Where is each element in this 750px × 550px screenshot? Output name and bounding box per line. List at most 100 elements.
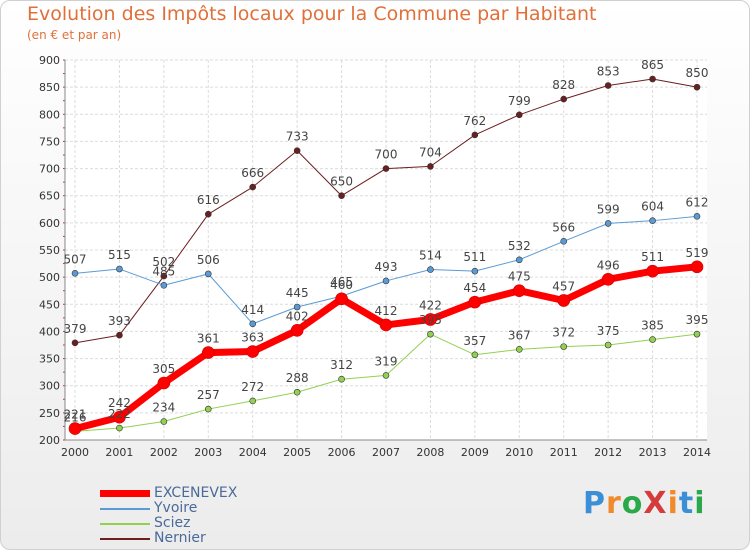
x-tick-label: 2011	[550, 446, 578, 459]
data-label-excenevex: 412	[375, 304, 398, 318]
data-label-excenevex: 454	[463, 281, 486, 295]
y-tick-label: 700	[39, 163, 60, 176]
data-point-nernier	[160, 272, 168, 280]
data-label-sciez: 319	[375, 354, 398, 368]
data-label-excenevex: 363	[241, 331, 264, 345]
data-point-excenevex	[201, 346, 215, 359]
data-point-yvoire	[116, 265, 123, 273]
x-tick-label: 2001	[105, 446, 133, 459]
data-label-sciez: 288	[286, 371, 309, 385]
x-tick-label: 2013	[639, 446, 667, 459]
data-label-yvoire: 599	[597, 202, 620, 216]
y-tick-label: 550	[39, 244, 60, 257]
data-point-yvoire	[160, 281, 168, 289]
x-tick-label: 2007	[372, 446, 400, 459]
data-label-yvoire: 566	[552, 220, 575, 234]
data-point-yvoire	[693, 213, 701, 220]
data-point-yvoire	[204, 270, 212, 278]
data-point-nernier	[560, 95, 568, 103]
data-label-excenevex: 422	[419, 298, 442, 312]
data-point-yvoire	[382, 277, 390, 285]
data-label-yvoire: 507	[64, 252, 87, 266]
data-point-yvoire	[427, 266, 434, 273]
data-label-yvoire: 511	[463, 250, 486, 264]
data-point-nernier	[249, 183, 257, 191]
data-label-excenevex: 475	[508, 270, 531, 284]
data-point-nernier	[71, 339, 79, 347]
y-tick-label: 300	[39, 380, 60, 393]
y-tick-label: 850	[39, 81, 60, 94]
data-label-nernier: 733	[286, 130, 309, 144]
data-label-excenevex: 496	[597, 258, 620, 272]
data-point-nernier	[204, 210, 212, 218]
data-label-excenevex: 460	[330, 278, 353, 292]
data-point-excenevex	[113, 410, 126, 424]
data-point-sciez	[293, 388, 301, 396]
data-point-yvoire	[71, 270, 79, 277]
x-tick-label: 2008	[416, 446, 444, 459]
data-label-nernier: 616	[197, 193, 220, 207]
x-tick-label: 2009	[461, 446, 489, 459]
data-point-excenevex	[335, 292, 348, 306]
legend-label: Sciez	[154, 515, 191, 531]
y-tick-label: 600	[39, 217, 60, 230]
data-label-excenevex: 242	[108, 396, 131, 410]
data-point-yvoire	[293, 303, 301, 311]
proxiti-logo: ProXiti	[583, 486, 706, 521]
data-point-nernier	[427, 163, 434, 170]
data-point-excenevex	[601, 273, 615, 286]
data-point-sciez	[116, 424, 123, 432]
x-tick-label: 2010	[505, 446, 533, 459]
legend-swatch	[100, 538, 150, 540]
data-label-nernier: 502	[152, 255, 175, 269]
data-label-sciez: 395	[419, 313, 442, 327]
data-point-excenevex	[68, 422, 82, 435]
data-label-yvoire: 414	[241, 303, 264, 317]
chart-subtitle: (en € et par an)	[27, 28, 122, 42]
legend-swatch	[100, 508, 150, 510]
data-point-excenevex	[157, 376, 171, 390]
data-point-excenevex	[468, 295, 482, 309]
data-label-excenevex: 519	[686, 246, 709, 260]
x-tick-label: 2005	[283, 446, 311, 459]
data-point-yvoire	[560, 238, 568, 245]
y-tick-label: 400	[39, 325, 60, 338]
data-label-nernier: 762	[463, 114, 486, 128]
data-point-excenevex	[290, 324, 304, 337]
data-point-nernier	[649, 75, 656, 83]
data-label-sciez: 372	[552, 326, 575, 340]
legend-swatch	[100, 490, 150, 497]
data-label-nernier: 799	[508, 94, 531, 108]
data-label-yvoire: 465	[330, 275, 353, 289]
data-point-nernier	[338, 192, 345, 200]
data-point-excenevex	[557, 294, 571, 307]
data-point-yvoire	[515, 256, 523, 264]
data-label-yvoire: 445	[286, 286, 309, 300]
legend-label: EXCENEVEX	[154, 485, 238, 501]
data-point-nernier	[693, 83, 701, 91]
x-tick-label: 2000	[61, 446, 89, 459]
x-tick-label: 2002	[150, 446, 178, 459]
legend-label: Yvoire	[154, 500, 198, 516]
data-label-sciez: 222	[108, 407, 131, 421]
data-label-sciez: 395	[686, 313, 709, 327]
data-label-excenevex: 402	[286, 309, 309, 323]
data-label-nernier: 700	[375, 148, 398, 162]
data-point-sciez	[693, 330, 701, 338]
y-tick-label: 650	[39, 190, 60, 203]
x-tick-label: 2004	[239, 446, 267, 459]
legend-label: Nernier	[154, 530, 206, 546]
data-point-nernier	[382, 165, 390, 172]
data-label-sciez: 367	[508, 328, 531, 342]
data-point-yvoire	[604, 220, 612, 227]
data-label-nernier: 828	[552, 78, 575, 92]
data-point-excenevex	[512, 284, 526, 298]
data-point-excenevex	[379, 318, 393, 332]
data-point-nernier	[116, 331, 123, 339]
chart-title: Evolution des Impôts locaux pour la Comm…	[27, 3, 597, 25]
data-label-excenevex: 305	[152, 362, 175, 376]
x-tick-label: 2012	[594, 446, 622, 459]
y-tick-label: 500	[39, 271, 60, 284]
data-point-sciez	[604, 341, 612, 349]
data-point-sciez	[338, 375, 345, 383]
